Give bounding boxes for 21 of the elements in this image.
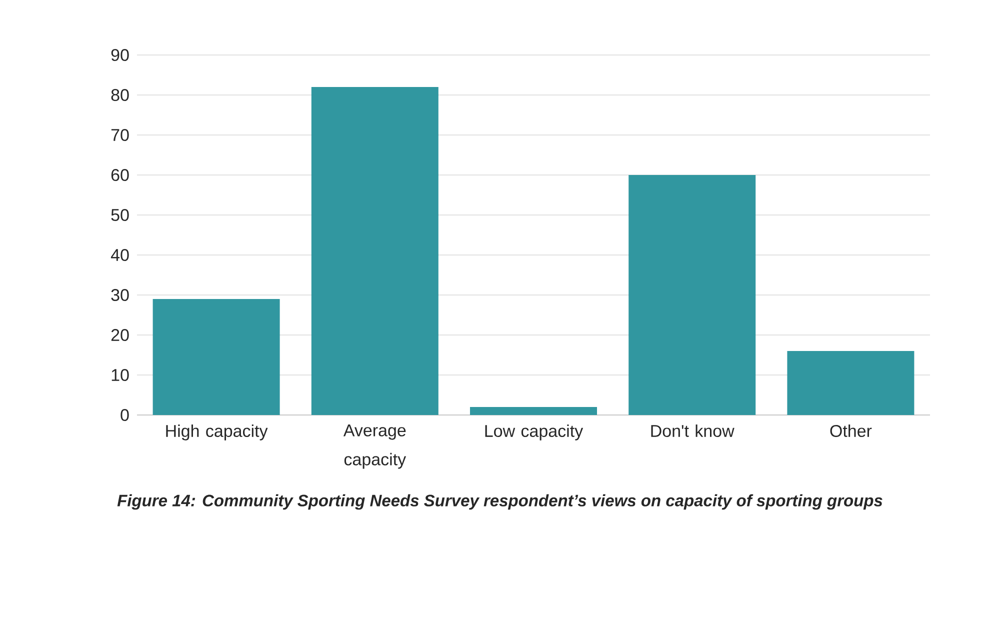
bar xyxy=(628,175,756,415)
bar xyxy=(152,299,280,415)
bar xyxy=(311,87,438,415)
y-tick-label: 0 xyxy=(120,408,129,422)
bar xyxy=(787,351,914,415)
x-tick-label: High capacity xyxy=(166,424,268,440)
x-tick-label: Low capacity xyxy=(485,424,584,440)
y-tick-label: 20 xyxy=(111,328,129,342)
y-tick-label: 80 xyxy=(111,88,129,102)
caption: Figure 14: Community Sporting Needs Survey respondent’s views on capacity of sporting groups xyxy=(117,494,882,510)
y-tick-label: 70 xyxy=(111,128,129,142)
x-tick-label: Other xyxy=(830,424,872,438)
x-tick-label: Don't know xyxy=(651,424,734,438)
y-tick-label: 40 xyxy=(110,248,129,262)
y-tick-label: 50 xyxy=(111,208,129,222)
bar xyxy=(470,407,598,415)
x-tick-label: Average capacity xyxy=(343,424,406,469)
y-tick-label: 30 xyxy=(111,288,129,302)
y-tick-label: 10 xyxy=(112,368,129,382)
y-tick-label: 60 xyxy=(111,168,129,182)
y-tick-label: 90 xyxy=(111,48,129,62)
